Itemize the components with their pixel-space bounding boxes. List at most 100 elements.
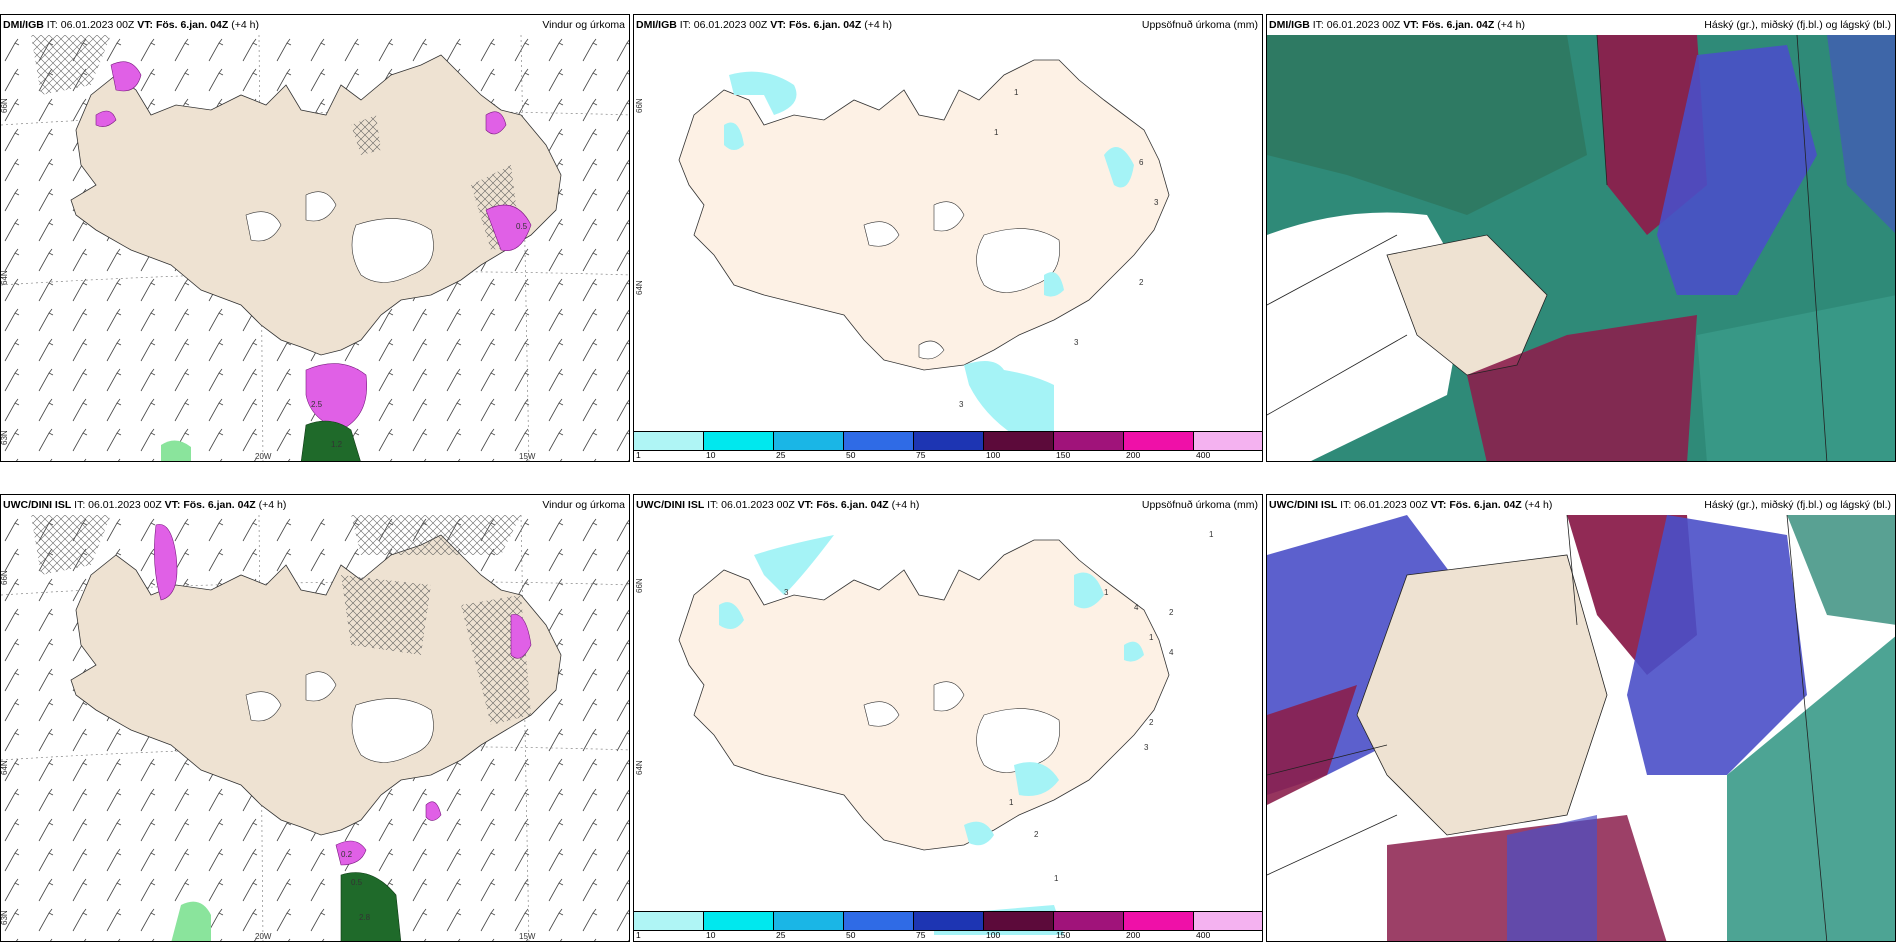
lat-label: 64N: [1, 760, 9, 775]
lat-label: 63N: [1, 430, 9, 445]
legend-label: 50: [846, 450, 856, 460]
legend-color-box: [634, 432, 704, 450]
field-name: Uppsöfnuð úrkoma (mm): [1141, 19, 1258, 31]
precip-values: 0.2 0.5 2.8: [341, 850, 371, 922]
legend-color-box: [704, 432, 774, 450]
lat-label: 63N: [1, 910, 9, 925]
legend-label: 75: [916, 930, 926, 940]
legend-color-box: [1124, 912, 1194, 930]
panel-header: DMI/IGB IT: 06.01.2023 00Z VT: Fös. 6.ja…: [634, 15, 1262, 35]
valid-time: Fös. 6.jan. 04Z: [1449, 499, 1522, 511]
legend-color-box: [1124, 432, 1194, 450]
lat-label: 66N: [635, 98, 644, 113]
legend-label: 150: [1056, 930, 1071, 940]
field-name: Uppsöfnuð úrkoma (mm): [1141, 499, 1258, 511]
precip-legend: 1 10 25 50 75 100 150 200 400: [634, 431, 1262, 461]
valid-label: VT:: [1430, 499, 1447, 511]
map-labels: 66N 64N: [635, 98, 644, 295]
model-name: UWC/DINI ISL: [636, 499, 705, 511]
valid-label: VT:: [164, 499, 181, 511]
precip-value: 1: [994, 128, 999, 137]
init-time: IT: 06.01.2023 00Z: [707, 499, 795, 511]
precip-value: 1: [1104, 588, 1109, 597]
precip-value: 4: [1134, 603, 1139, 612]
lat-label: 64N: [635, 760, 644, 775]
valid-time: Fös. 6.jan. 04Z: [788, 19, 862, 31]
init-time: IT: 06.01.2023 00Z: [1340, 499, 1428, 511]
model-name: DMI/IGB: [3, 19, 44, 31]
low-cloud: [1657, 45, 1817, 295]
legend-labels: 1 10 25 50 75 100 150 200 400: [634, 929, 1262, 941]
precip-value: 1: [1009, 798, 1014, 807]
legend-color-box: [774, 912, 844, 930]
init-time: IT: 06.01.2023 00Z: [679, 19, 768, 31]
iceland-land: [678, 59, 1170, 371]
legend-label: 75: [916, 450, 926, 460]
high-cloud: [1787, 515, 1895, 625]
legend-label: 25: [776, 930, 786, 940]
lat-label: 66N: [1, 570, 9, 585]
coastline: [1267, 35, 1828, 461]
panel-header: UWC/DINI ISL IT: 06.01.2023 00Z VT: Fös.…: [634, 495, 1262, 515]
legend-color-bar: [634, 431, 1262, 451]
map-labels: 20W 15W 66N 64N 63N: [1, 98, 536, 461]
panel-header: UWC/DINI ISL IT: 06.01.2023 00Z VT: Fös.…: [1267, 495, 1895, 515]
field-name: Háský (gr.), miðský (fj.bl.) og lágský (…: [1704, 499, 1891, 511]
lead-time: (+4 h): [864, 19, 892, 31]
lead-time: (+4 h): [258, 499, 287, 511]
valid-label: VT:: [1403, 19, 1420, 31]
precip-value: 2.8: [359, 913, 371, 922]
legend-color-box: [1194, 432, 1262, 450]
wind-map: 20W 15W 66N 64N 63N 0.5 2.5 1.2: [1, 35, 629, 461]
legend-label: 100: [986, 930, 1001, 940]
low-cloud: [1627, 515, 1807, 775]
precip-areas: [724, 71, 1134, 435]
init-time: IT: 06.01.2023 00Z: [74, 499, 162, 511]
accum-precip-map: 66N 64N 1 1 6 3 2 3 3: [635, 59, 1170, 435]
valid-label: VT:: [770, 19, 787, 31]
legend-label: 1: [636, 450, 641, 460]
map-labels: 20W 15W 66N 64N 63N: [1, 570, 536, 941]
init-time: IT: 06.01.2023 00Z: [46, 19, 135, 31]
glaciers: [245, 671, 434, 763]
panel-header: UWC/DINI ISL IT: 06.01.2023 00Z VT: Fös.…: [1, 495, 629, 515]
valid-time: Fös. 6.jan. 04Z: [816, 499, 889, 511]
cloud-map: [1267, 35, 1895, 461]
panel-clouds-dmi: DMI/IGB IT: 06.01.2023 00Z VT: Fös. 6.ja…: [1266, 14, 1896, 462]
low-cloud: [1507, 815, 1597, 941]
precip-value: 3: [1074, 338, 1079, 347]
legend-color-box: [844, 432, 914, 450]
legend-color-box: [1054, 432, 1124, 450]
legend-label: 1: [636, 930, 641, 940]
mid-cloud: [1267, 685, 1357, 805]
precip-value: 2: [1139, 278, 1144, 287]
lead-time: (+4 h): [231, 19, 259, 31]
valid-time: Fös. 6.jan. 04Z: [183, 499, 256, 511]
precip-value: 4: [1169, 648, 1174, 657]
precip-value: 6: [1139, 158, 1144, 167]
init-time: IT: 06.01.2023 00Z: [1312, 19, 1401, 31]
precip-values: 0.5 2.5 1.2: [311, 222, 528, 449]
precip-value: 2: [1149, 718, 1154, 727]
lat-label: 64N: [1, 270, 9, 285]
legend-color-bar: [634, 911, 1262, 931]
model-name: UWC/DINI ISL: [3, 499, 72, 511]
legend-label: 200: [1126, 450, 1141, 460]
iceland-land: [1387, 235, 1547, 375]
precip-value: 2: [1034, 830, 1039, 839]
valid-time: Fös. 6.jan. 04Z: [155, 19, 229, 31]
field-name: Háský (gr.), miðský (fj.bl.) og lágský (…: [1704, 19, 1891, 31]
legend-color-box: [914, 912, 984, 930]
iceland-land: [1357, 555, 1607, 835]
panel-clouds-uwc: UWC/DINI ISL IT: 06.01.2023 00Z VT: Fös.…: [1266, 494, 1896, 942]
lat-label: 66N: [1, 98, 9, 113]
panel-wind-precip-dmi: DMI/IGB IT: 06.01.2023 00Z VT: Fös. 6.ja…: [0, 14, 630, 462]
legend-color-box: [1194, 912, 1262, 930]
glaciers: [245, 191, 434, 283]
precip-value: 1.2: [331, 440, 343, 449]
low-cloud: [1827, 35, 1895, 233]
precip-value: 0.2: [341, 850, 353, 859]
lead-time: (+4 h): [1524, 499, 1553, 511]
glaciers: [863, 681, 1061, 773]
field-name: Vindur og úrkoma: [542, 499, 625, 511]
